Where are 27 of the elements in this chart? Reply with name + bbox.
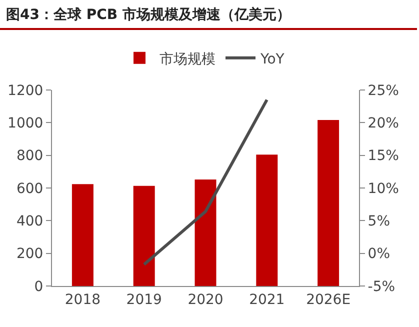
x-tick-label: 2026E <box>306 292 351 308</box>
y2-tick-label: 5% <box>368 214 390 230</box>
x-tick-label: 2021 <box>249 292 285 308</box>
x-tick-label: 2019 <box>126 292 162 308</box>
legend-label: YoY <box>260 51 285 68</box>
y2-tick-label: 25% <box>368 82 399 99</box>
y-tick-label: 400 <box>16 214 44 230</box>
bar <box>194 180 216 286</box>
bar <box>72 184 94 286</box>
x-tick-label: 2020 <box>188 292 224 308</box>
y-tick-label: 200 <box>16 246 44 262</box>
y-tick-label: 800 <box>16 148 44 164</box>
y2-tick-label: -5% <box>368 278 396 295</box>
y-tick-label: 0 <box>34 278 44 295</box>
y2-tick-label: 20% <box>368 116 399 132</box>
bar <box>256 154 278 286</box>
chart-title: 图43：全球 PCB 市场规模及增速（亿美元） <box>0 0 417 30</box>
x-tick-label: 2018 <box>64 292 101 308</box>
bar <box>318 120 340 286</box>
y-tick-label: 600 <box>16 180 44 197</box>
y-tick-label: 1200 <box>8 82 44 99</box>
legend-label: 市场规模 <box>160 51 216 68</box>
y-tick-label: 1000 <box>8 116 44 132</box>
y2-tick-label: 0% <box>368 246 390 262</box>
y2-tick-label: 10% <box>368 180 399 197</box>
bar <box>133 186 155 286</box>
y2-tick-label: 15% <box>368 148 399 164</box>
